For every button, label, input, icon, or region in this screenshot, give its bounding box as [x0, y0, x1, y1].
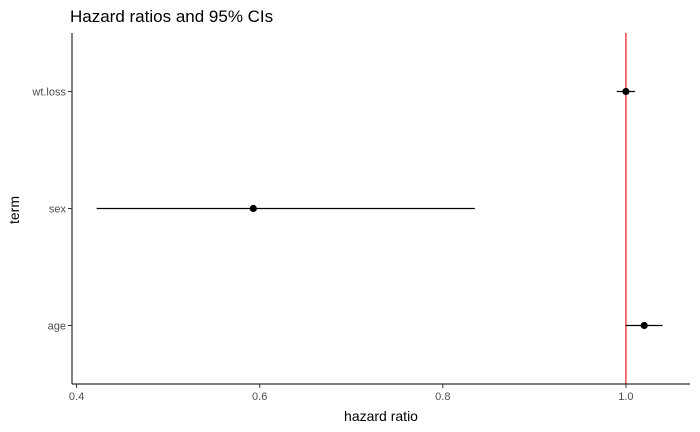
- x-axis-title: hazard ratio: [344, 408, 418, 424]
- x-tick-label: 0.8: [435, 391, 450, 403]
- estimate-point-wt.loss: [622, 87, 630, 96]
- plot-panel: [96, 33, 663, 384]
- estimate-point-sex: [249, 204, 257, 213]
- y-tick-label: age: [48, 321, 66, 333]
- y-axis: wt.loss sex age: [31, 87, 72, 333]
- x-tick-label: 0.4: [69, 391, 84, 403]
- x-tick-label: 0.6: [252, 391, 267, 403]
- y-axis-title: term: [6, 196, 22, 224]
- chart-title: Hazard ratios and 95% CIs: [70, 7, 273, 26]
- y-tick-label: wt.loss: [31, 87, 66, 99]
- estimate-point-age: [640, 321, 648, 330]
- x-axis: 0.4 0.6 0.8 1.0: [69, 384, 634, 403]
- x-tick-label: 1.0: [618, 391, 633, 403]
- y-tick-label: sex: [49, 204, 67, 216]
